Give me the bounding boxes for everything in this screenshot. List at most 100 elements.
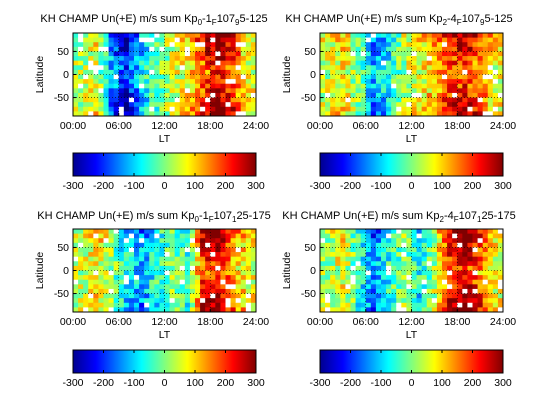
heatmap-cell <box>215 37 221 43</box>
heatmap-cell <box>88 279 94 285</box>
heatmap-cell <box>118 102 125 108</box>
heatmap-cell <box>340 265 346 271</box>
heatmap-cell <box>447 69 453 75</box>
heatmap-cell <box>411 37 417 43</box>
heatmap-cell <box>386 270 392 276</box>
heatmap-cell <box>169 106 176 112</box>
heatmap-cell <box>113 242 120 248</box>
heatmap-cell <box>108 88 115 94</box>
heatmap-cell <box>159 229 165 235</box>
heatmap-cell <box>250 102 257 108</box>
heatmap-cell <box>245 279 252 285</box>
heatmap-cell <box>83 33 89 39</box>
heatmap-cell <box>345 265 351 271</box>
heatmap-cell <box>245 307 252 313</box>
heatmap-cell <box>396 256 402 262</box>
heatmap-cell <box>134 79 140 85</box>
heatmap-cell <box>472 51 478 57</box>
heatmap-cell <box>93 51 99 57</box>
x-tick-label: 00:00 <box>307 316 333 328</box>
heatmap-cell <box>83 261 89 267</box>
y-tick-label: 0 <box>63 69 69 81</box>
heatmap-cell <box>325 233 331 239</box>
heatmap-cell <box>381 83 387 89</box>
heatmap-cell <box>391 97 397 103</box>
panel-4: KH CHAMP Un(+E) m/s sum Kp2-4F107125-175… <box>281 210 516 389</box>
heatmap-cell <box>467 302 473 308</box>
heatmap-cell <box>113 92 120 98</box>
colorbar-tick-label: -200 <box>93 377 114 389</box>
heatmap-cell <box>159 56 165 62</box>
heatmap-cell <box>497 238 504 244</box>
heatmap-cell <box>169 284 176 290</box>
heatmap-cell <box>477 261 484 267</box>
heatmap-cell <box>472 56 478 62</box>
heatmap-cell <box>472 106 478 112</box>
heatmap-cell <box>330 46 336 52</box>
heatmap-cell <box>189 97 196 103</box>
x-tick-label: 12:00 <box>398 316 424 328</box>
heatmap-cell <box>93 256 99 262</box>
heatmap-cell <box>421 79 428 85</box>
heatmap-cell <box>457 88 463 94</box>
heatmap-cell <box>350 302 356 308</box>
heatmap-cell <box>128 51 135 57</box>
heatmap-cell <box>472 302 478 308</box>
heatmap-cell <box>325 97 331 103</box>
heatmap-cell <box>103 97 109 103</box>
heatmap-cell <box>345 288 351 294</box>
heatmap-cell <box>210 270 216 276</box>
heatmap-cell <box>113 46 120 52</box>
heatmap-cell <box>396 252 402 258</box>
heatmap-cell <box>391 65 397 71</box>
heatmap-cell <box>411 256 417 262</box>
heatmap-cell <box>350 242 356 248</box>
colorbar-tick-label: 300 <box>494 377 512 389</box>
heatmap-cell <box>375 302 382 308</box>
x-axis-label: LT <box>406 133 418 145</box>
heatmap-cell <box>108 74 115 80</box>
heatmap-cell <box>386 33 392 39</box>
heatmap-cell <box>174 60 181 66</box>
heatmap-cell <box>103 284 109 290</box>
heatmap-cell <box>78 65 84 71</box>
heatmap-cell <box>340 302 346 308</box>
heatmap-cell <box>320 51 326 57</box>
title-rsub: 9 <box>235 18 240 27</box>
heatmap-cell <box>118 293 125 299</box>
heatmap-cell <box>118 111 125 117</box>
heatmap-cell <box>452 74 458 80</box>
heatmap-cell <box>431 288 438 294</box>
heatmap-cell <box>205 92 211 98</box>
heatmap-cell <box>335 261 341 267</box>
heatmap-cell <box>118 275 125 281</box>
heatmap-cell <box>174 284 181 290</box>
heatmap-cell <box>452 83 458 89</box>
heatmap-cell <box>240 83 247 89</box>
heatmap-cell <box>320 46 326 52</box>
heatmap-cell <box>108 51 115 57</box>
heatmap-cell <box>184 37 191 43</box>
heatmap-cell <box>442 261 448 267</box>
heatmap-cell <box>472 65 478 71</box>
heatmap-cell <box>391 42 397 48</box>
heatmap-cell <box>103 242 109 248</box>
heatmap-cell <box>340 51 346 57</box>
heatmap-cell <box>462 111 468 117</box>
heatmap-cell <box>169 92 176 98</box>
heatmap-cell <box>195 256 201 262</box>
heatmap-cell <box>426 238 433 244</box>
heatmap-cell <box>396 51 402 57</box>
heatmap-cell <box>482 293 489 299</box>
heatmap-cell <box>477 60 484 66</box>
heatmap-cell <box>103 42 109 48</box>
heatmap-cell <box>174 42 181 48</box>
heatmap-cell <box>98 265 104 271</box>
heatmap-cell <box>345 261 351 267</box>
heatmap-cell <box>365 111 372 117</box>
heatmap-cell <box>350 265 356 271</box>
heatmap-cell <box>411 56 417 62</box>
heatmap-cell <box>365 265 372 271</box>
heatmap-cell <box>381 65 387 71</box>
heatmap-cell <box>83 46 89 52</box>
